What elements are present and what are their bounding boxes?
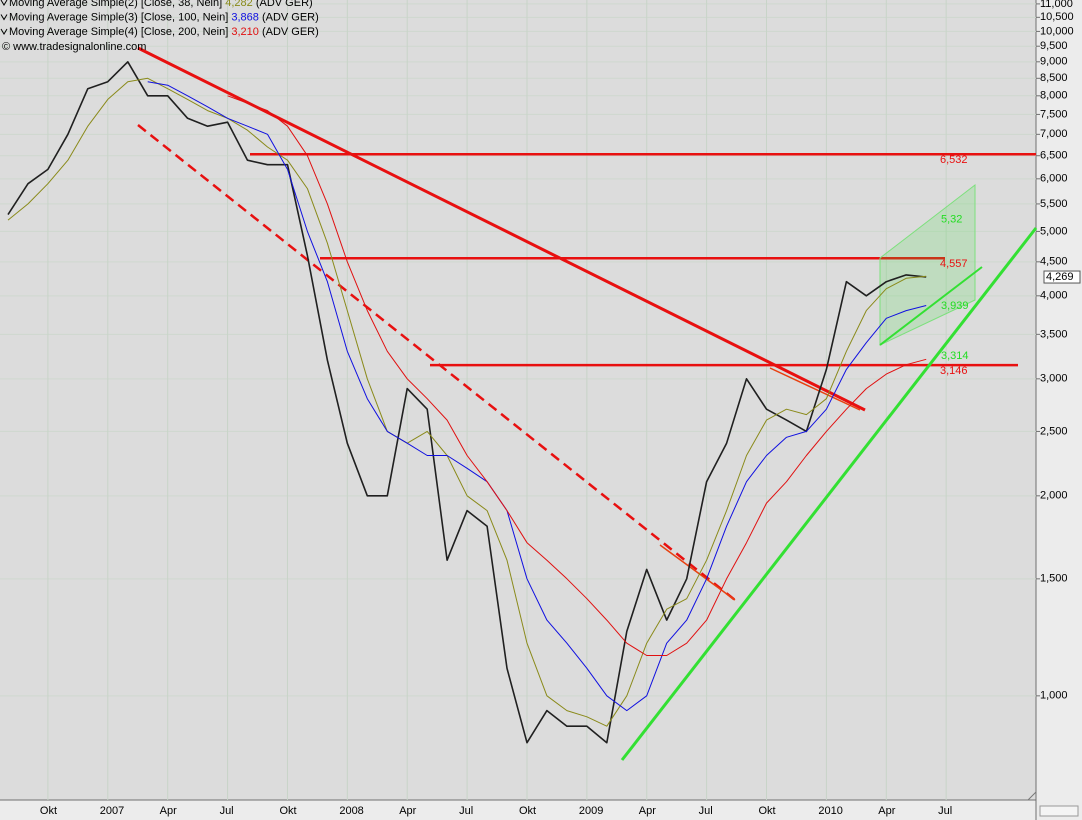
y-tick-label: 5,500 bbox=[1040, 198, 1068, 210]
y-tick-label: 7,500 bbox=[1040, 108, 1068, 120]
x-tick-label: Jul bbox=[220, 805, 234, 817]
y-tick-label: 1,500 bbox=[1040, 573, 1068, 585]
series-line bbox=[147, 81, 927, 712]
x-tick-label: Okt bbox=[279, 805, 296, 817]
series-line bbox=[227, 95, 927, 656]
y-tick-label: 10,500 bbox=[1040, 11, 1074, 23]
annotation-label: 5,32 bbox=[941, 213, 962, 225]
x-tick-label: Okt bbox=[40, 805, 57, 817]
legend-suffix: (ADV GER) bbox=[256, 0, 313, 9]
y-tick-label: 5,000 bbox=[1040, 225, 1068, 237]
legend-value: 3,210 bbox=[231, 26, 259, 38]
x-tick-label: 2010 bbox=[818, 805, 842, 817]
x-tick-label: Jul bbox=[699, 805, 713, 817]
legend-name: Moving Average Simple(2) [Close, 38, Nei… bbox=[9, 0, 222, 9]
legend-icon bbox=[0, 28, 8, 35]
legend-value: 3,868 bbox=[231, 11, 259, 23]
x-tick-label: 2009 bbox=[579, 805, 603, 817]
y-tick-label: 1,000 bbox=[1040, 690, 1068, 702]
trend-line bbox=[659, 544, 736, 601]
last-price-label: 4,269 bbox=[1046, 271, 1074, 283]
annotation-label: 3,314 bbox=[941, 350, 969, 362]
source-note: © www.tradesignalonline.com bbox=[2, 41, 146, 53]
resize-grip bbox=[1027, 791, 1037, 801]
trend-line bbox=[769, 367, 861, 411]
y-tick-label: 8,000 bbox=[1040, 90, 1068, 102]
legend-entry: Moving Average Simple(2) [Close, 38, Nei… bbox=[9, 0, 313, 9]
legend: Moving Average Simple(2) [Close, 38, Nei… bbox=[0, 0, 319, 38]
icon bbox=[1039, 805, 1079, 817]
x-tick-label: Jul bbox=[938, 805, 952, 817]
y-tick-label: 7,000 bbox=[1040, 128, 1068, 140]
y-tick-label: 10,000 bbox=[1040, 25, 1074, 37]
series-line bbox=[7, 77, 927, 727]
legend-value: 4,282 bbox=[225, 0, 253, 9]
y-tick-label: 4,500 bbox=[1040, 256, 1068, 268]
toolbar-icons bbox=[1027, 791, 1079, 817]
y-tick-label: 9,500 bbox=[1040, 40, 1068, 52]
x-tick-label: Apr bbox=[399, 805, 416, 817]
x-tick-label: Apr bbox=[160, 805, 177, 817]
x-tick-label: Okt bbox=[519, 805, 536, 817]
y-tick-label: 6,000 bbox=[1040, 173, 1068, 185]
plot-area bbox=[0, 0, 1036, 800]
legend-entry: Moving Average Simple(3) [Close, 100, Ne… bbox=[9, 11, 319, 23]
x-tick-label: Jul bbox=[459, 805, 473, 817]
level-label: 4,557 bbox=[940, 258, 968, 270]
series-line bbox=[7, 60, 927, 744]
annotation-label: 3,939 bbox=[941, 300, 969, 312]
y-tick-label: 2,500 bbox=[1040, 425, 1068, 437]
legend-entry: Moving Average Simple(4) [Close, 200, Ne… bbox=[9, 26, 319, 38]
legend-name: Moving Average Simple(3) [Close, 100, Ne… bbox=[9, 11, 228, 23]
legend-suffix: (ADV GER) bbox=[262, 26, 319, 38]
last-price-box bbox=[1043, 270, 1081, 284]
x-tick-label: Okt bbox=[759, 805, 776, 817]
y-tick-label: 2,000 bbox=[1040, 490, 1068, 502]
y-tick-label: 4,000 bbox=[1040, 290, 1068, 302]
x-tick-label: Apr bbox=[878, 805, 895, 817]
x-tick-label: 2008 bbox=[339, 805, 363, 817]
support-line bbox=[620, 227, 1038, 761]
y-tick-label: 6,500 bbox=[1040, 150, 1068, 162]
legend-name: Moving Average Simple(4) [Close, 200, Ne… bbox=[9, 26, 228, 38]
grid bbox=[0, 0, 1040, 800]
legend-icon bbox=[0, 14, 8, 21]
legend-suffix: (ADV GER) bbox=[262, 11, 319, 23]
series bbox=[7, 60, 927, 744]
y-tick-label: 3,500 bbox=[1040, 328, 1068, 340]
level-label: 3,146 bbox=[940, 365, 968, 377]
y-tick-label: 8,500 bbox=[1040, 72, 1068, 84]
trend-line bbox=[137, 46, 866, 412]
trend-channel bbox=[879, 183, 976, 346]
y-tick-label: 9,000 bbox=[1040, 56, 1068, 68]
legend-icon bbox=[0, 0, 8, 6]
x-tick-label: 2007 bbox=[100, 805, 124, 817]
x-axis-panel bbox=[0, 800, 1036, 820]
levels bbox=[250, 153, 1036, 367]
level-label: 6,532 bbox=[940, 154, 968, 166]
y-tick-label: 11,000 bbox=[1040, 0, 1073, 10]
y-tick-label: 3,000 bbox=[1040, 373, 1068, 385]
support-line bbox=[879, 266, 983, 346]
x-tick-label: Apr bbox=[639, 805, 656, 817]
y-axis-panel bbox=[1036, 0, 1082, 820]
